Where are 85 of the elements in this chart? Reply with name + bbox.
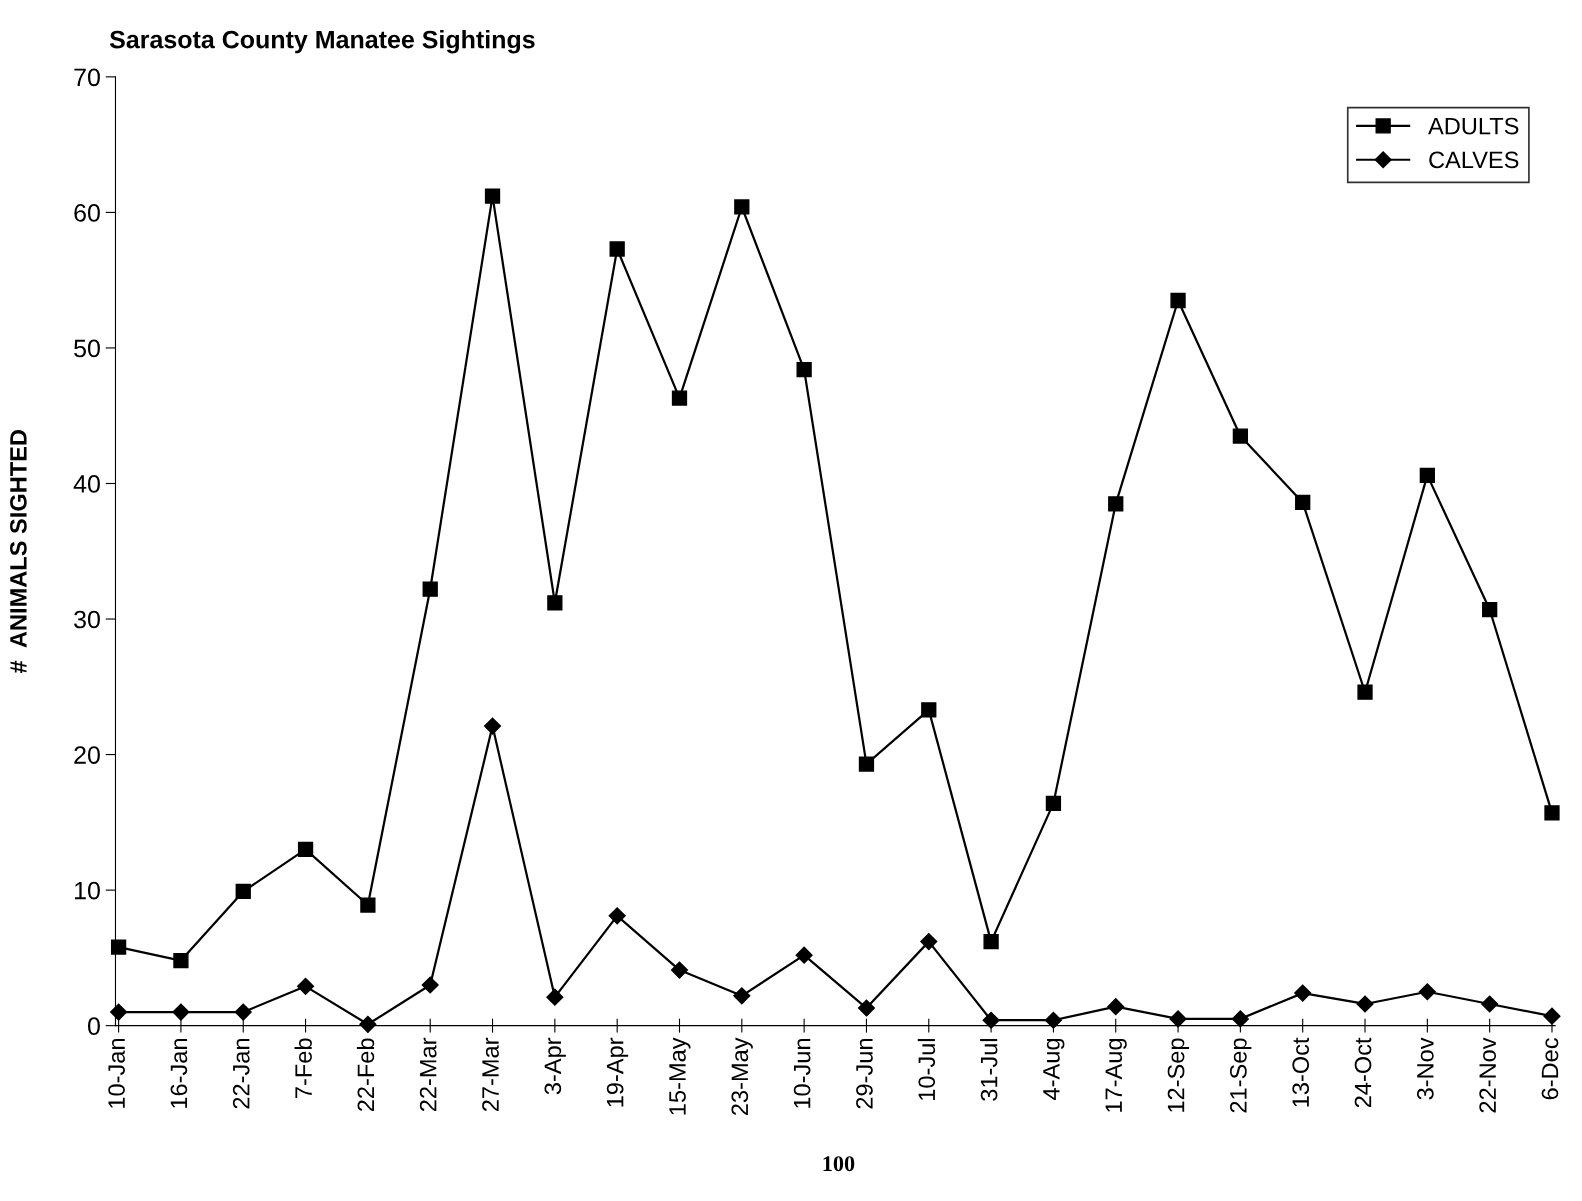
point (671, 390, 688, 406)
point (1482, 601, 1498, 618)
x-tick-label: 22-Feb (356, 1038, 375, 1112)
x-tick-label: 10-Jan (108, 1038, 125, 1108)
point (920, 933, 938, 951)
x-tick-label: 12-Sep (1167, 1038, 1190, 1112)
x-tick-label: 29-Jun (856, 1038, 873, 1109)
point (1481, 995, 1499, 1013)
y-tick-label: 20 (74, 746, 100, 764)
point (608, 907, 626, 925)
chart-title: Sarasota County Manatee Sightings (109, 30, 535, 54)
x-tick-label: 31-Jul (980, 1039, 998, 1101)
point (359, 1015, 377, 1033)
point (1294, 984, 1312, 1002)
x-tick-label: 19-Apr (606, 1037, 629, 1107)
y-tick-label: 60 (74, 204, 100, 222)
legend-label: CALVES (1429, 151, 1519, 169)
x-tick-label: 13-Oct (1292, 1037, 1310, 1107)
point (982, 1011, 1000, 1029)
x-tick-label: 21-Sep (1230, 1038, 1252, 1113)
x-tick-label: 22-Mar (419, 1037, 437, 1112)
legend-label: ADULTS (1428, 117, 1519, 135)
point (110, 939, 127, 955)
point (1543, 1007, 1561, 1025)
x-tick-label: 17-Aug (1105, 1038, 1127, 1112)
y-tick-label: 30 (74, 610, 100, 629)
point (235, 883, 251, 900)
point (1544, 805, 1560, 821)
point (1231, 1010, 1249, 1028)
x-tick-label: 27-Mar (482, 1037, 499, 1112)
x-tick-label: 4-Aug (1043, 1038, 1065, 1100)
point (1356, 995, 1374, 1013)
x-tick-label: 3-Nov (1416, 1037, 1434, 1100)
point (609, 241, 625, 257)
point (360, 897, 376, 913)
y-axis-title: # ANIMALS SIGHTED (10, 430, 27, 674)
point (1107, 998, 1125, 1016)
point (857, 999, 876, 1017)
point (421, 976, 439, 994)
point (484, 188, 501, 204)
x-tick-label: 23-May (731, 1037, 753, 1115)
point (422, 581, 438, 597)
x-tick-label: 3-Apr (544, 1037, 566, 1095)
point (1418, 983, 1436, 1001)
x-tick-label: 16-Jan (170, 1038, 188, 1108)
y-tick-label: 70 (74, 68, 100, 87)
text: 100 (823, 1156, 855, 1172)
point (734, 199, 750, 215)
point (1044, 1011, 1062, 1029)
x-tick-label: 24-Oct (1354, 1037, 1372, 1108)
x-tick-label: 10-Jun (793, 1038, 811, 1108)
point (1108, 496, 1124, 512)
point (670, 961, 689, 979)
point (921, 702, 937, 718)
point (1357, 684, 1373, 700)
y-tick-label: 0 (87, 1017, 100, 1035)
point (1169, 1010, 1187, 1028)
point (172, 1003, 190, 1021)
x-tick-label: 22-Nov (1479, 1037, 1497, 1113)
point (733, 987, 751, 1005)
point (297, 841, 314, 858)
x-tick-label: 10-Jul (917, 1039, 936, 1100)
x-tick-label: 7-Feb (294, 1038, 312, 1098)
point (1045, 795, 1062, 812)
y-tick-label: 40 (73, 475, 100, 493)
point (1232, 428, 1249, 444)
point (796, 361, 812, 378)
point (234, 1003, 252, 1021)
point (483, 717, 502, 735)
point (1419, 467, 1435, 483)
point (173, 952, 189, 969)
y-tick-label: 50 (74, 339, 100, 358)
point (858, 756, 875, 772)
point (547, 595, 563, 611)
point (297, 977, 315, 995)
x-tick-label: 22-Jan (232, 1038, 250, 1109)
point (983, 933, 999, 950)
point (110, 1003, 128, 1021)
y-tick-label: 10 (75, 881, 100, 900)
x-tick-label: 15-May (669, 1037, 691, 1115)
point (546, 988, 564, 1006)
point (795, 946, 813, 964)
point (1295, 494, 1311, 511)
x-tick-label: 6-Dec (1541, 1038, 1559, 1100)
point (1170, 292, 1186, 309)
